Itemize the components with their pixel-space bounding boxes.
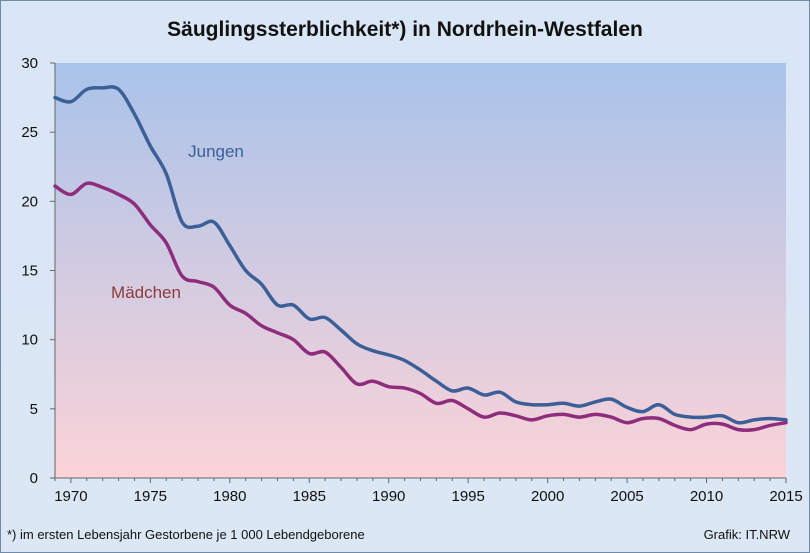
footnote: *) im ersten Lebensjahr Gestorbene je 1 … bbox=[7, 527, 365, 542]
y-tick-label: 15 bbox=[21, 263, 38, 280]
y-tick-label: 30 bbox=[21, 55, 38, 72]
y-tick-label: 20 bbox=[21, 193, 38, 210]
series-line-maedchen bbox=[53, 181, 788, 432]
x-tick-label: 1995 bbox=[451, 488, 484, 505]
series-label-jungen: Jungen bbox=[188, 142, 244, 161]
x-tick-label: 1990 bbox=[372, 488, 405, 505]
x-tick-label: 2010 bbox=[690, 488, 723, 505]
x-tick-label: 2000 bbox=[531, 488, 564, 505]
y-tick-label: 10 bbox=[21, 332, 38, 349]
credit: Grafik: IT.NRW bbox=[703, 527, 790, 542]
chart-title: Säuglingssterblichkeit*) in Nordrhein-We… bbox=[167, 18, 643, 41]
y-tick-label: 25 bbox=[21, 124, 38, 141]
y-tick-label: 0 bbox=[30, 470, 38, 487]
x-tick-label: 1980 bbox=[213, 488, 246, 505]
x-tick-label: 2015 bbox=[769, 488, 802, 505]
x-tick-label: 1985 bbox=[293, 488, 326, 505]
x-tick-label: 2005 bbox=[610, 488, 643, 505]
x-tick-label: 1970 bbox=[54, 488, 87, 505]
y-tick-label: 5 bbox=[30, 401, 38, 418]
series-label-maedchen: Mädchen bbox=[111, 283, 181, 302]
x-tick-label: 1975 bbox=[134, 488, 167, 505]
series-line-jungen bbox=[53, 85, 788, 425]
